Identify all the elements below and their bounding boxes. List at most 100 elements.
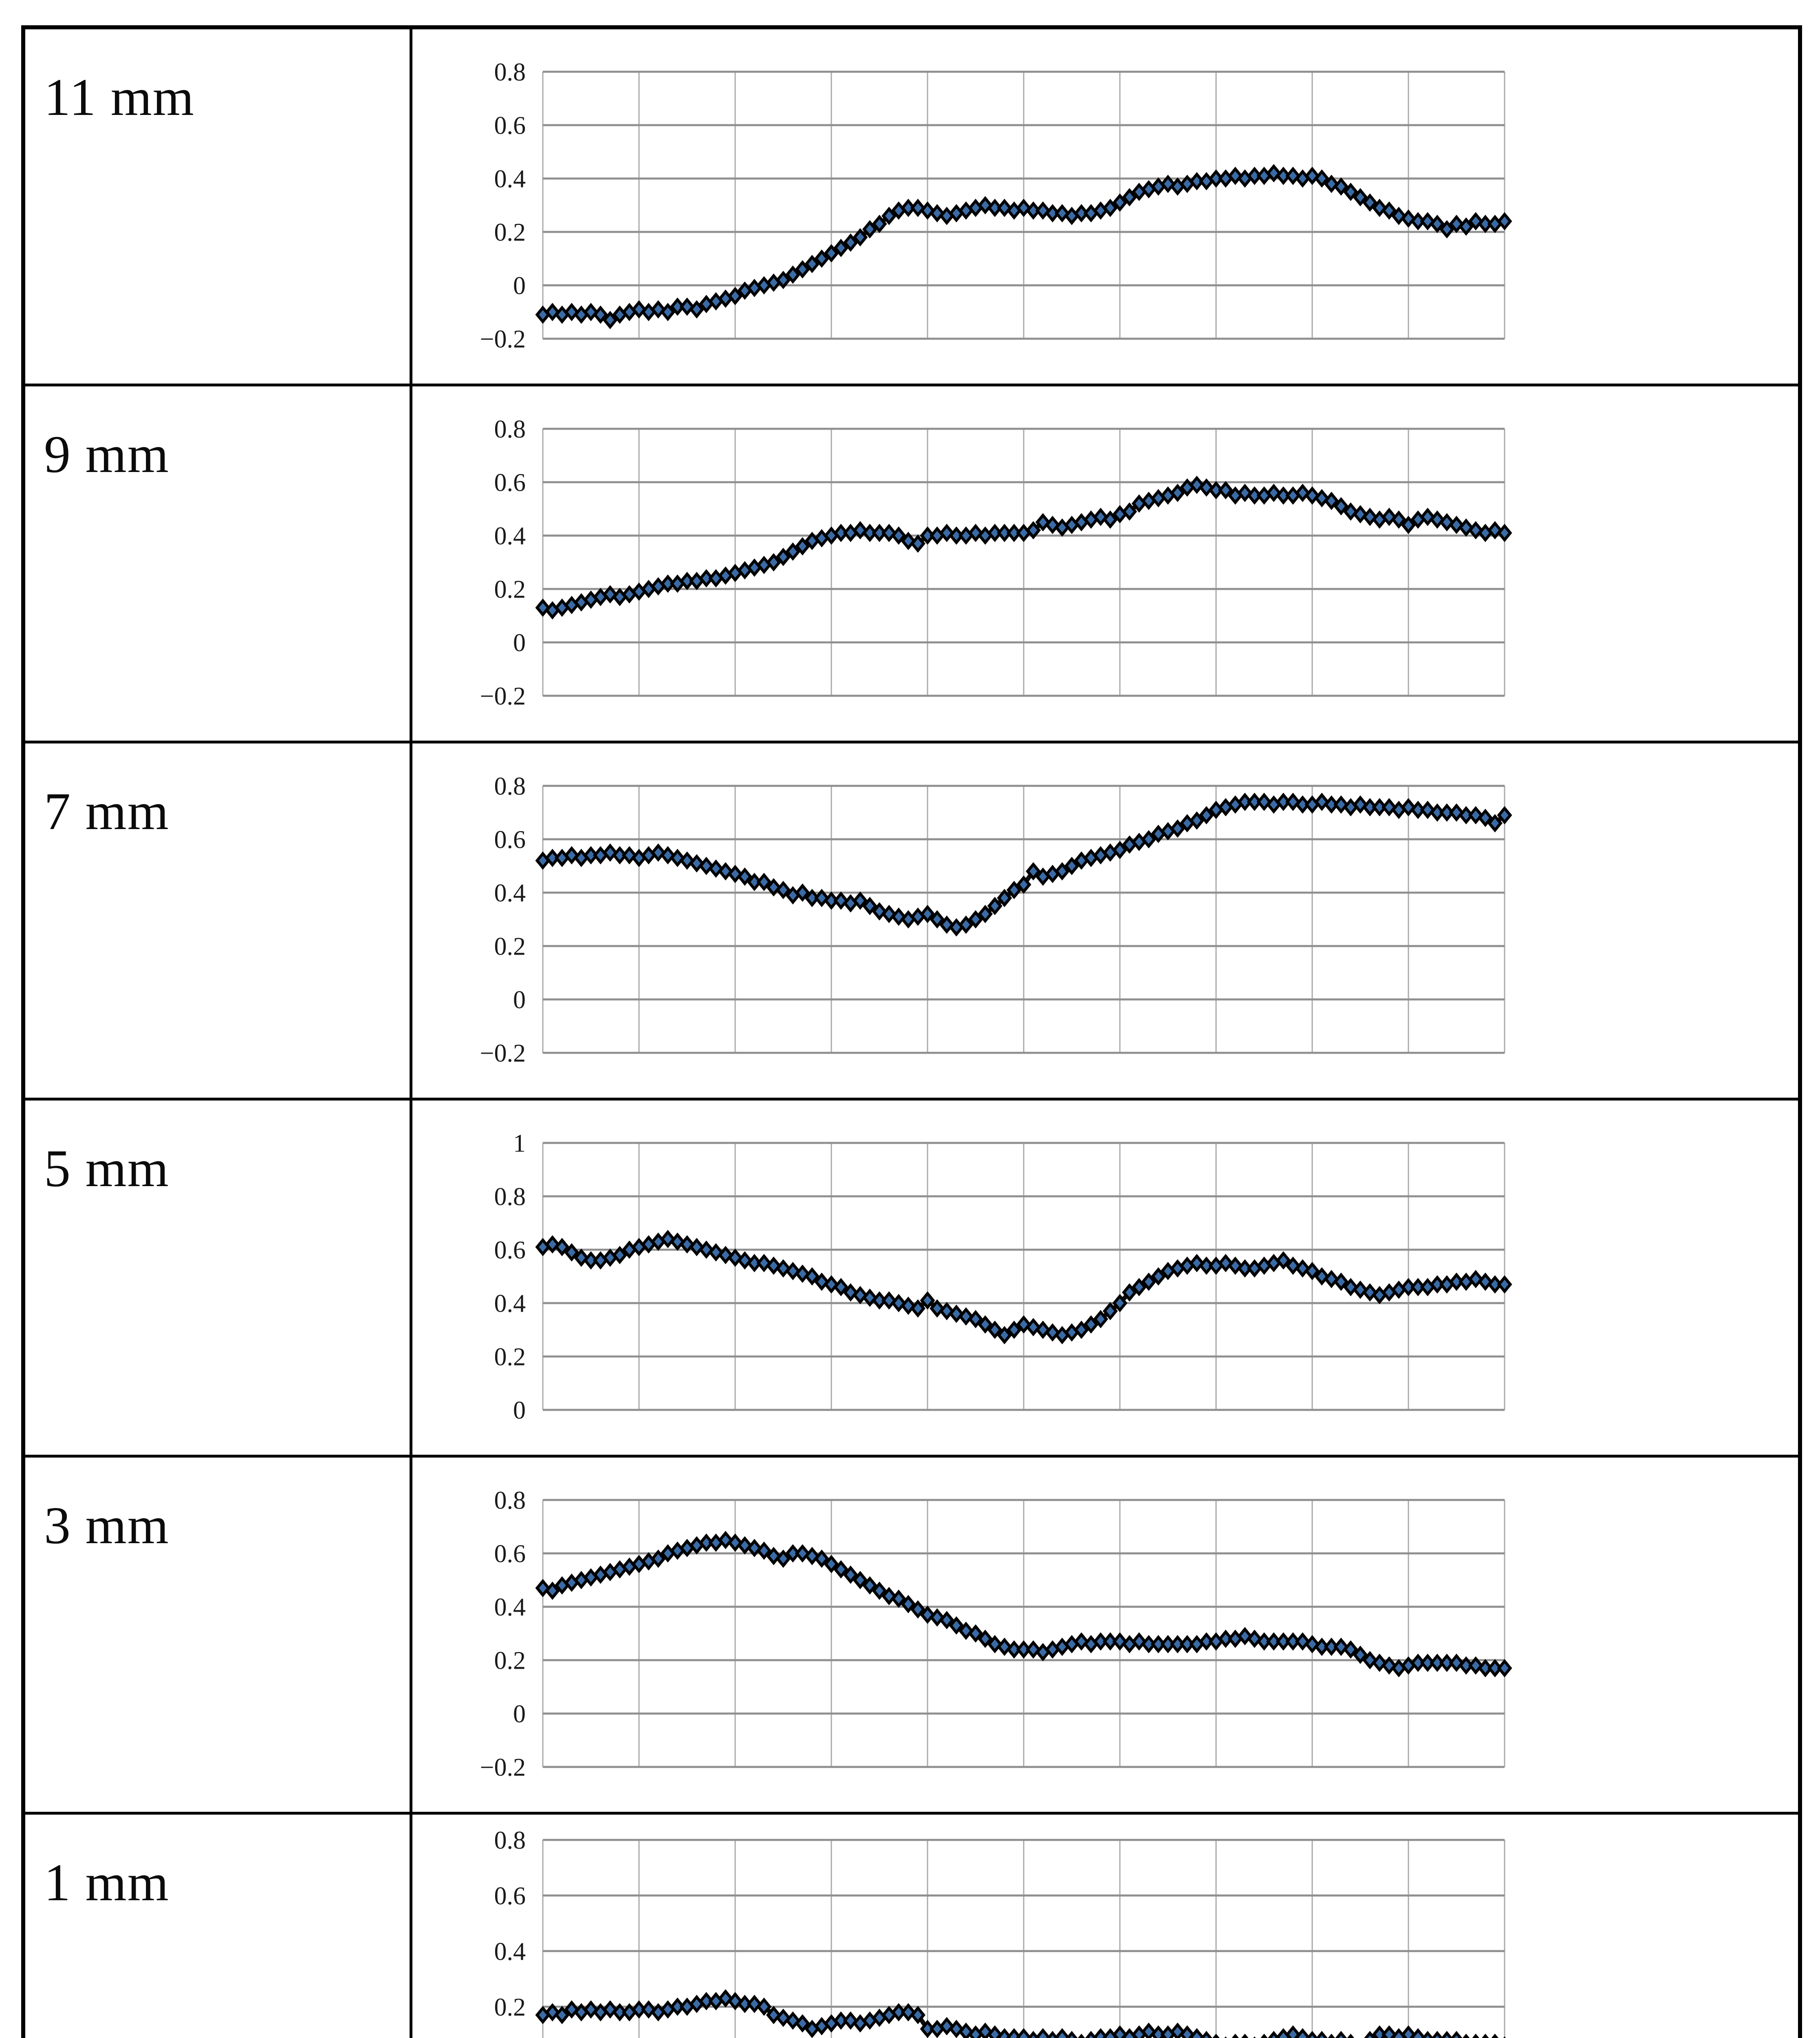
diamond-marker <box>1112 1294 1128 1312</box>
diamond-marker <box>1459 217 1474 236</box>
diamond-marker <box>1497 1659 1512 1678</box>
diamond-marker <box>1260 2034 1268 2038</box>
diamond-marker <box>650 1549 666 1568</box>
diamond-marker <box>1241 2034 1249 2038</box>
diamond-marker <box>1421 2031 1434 2038</box>
diamond-marker <box>910 534 925 553</box>
diamond-marker <box>872 523 887 542</box>
data-point-markers <box>535 1230 1512 1345</box>
diamond-marker <box>1450 2031 1463 2038</box>
diamond-marker <box>1285 1632 1301 1651</box>
diamond-marker <box>1459 1656 1474 1675</box>
y-tick-label: 0.2 <box>494 1343 526 1371</box>
diamond-marker <box>833 523 849 542</box>
data-point-markers <box>535 476 1512 620</box>
diamond-marker <box>1026 201 1041 220</box>
diamond-marker <box>612 846 628 865</box>
line-chart-5mm: 1 0.8 0.6 0.4 0.2 0 <box>494 1130 1512 1425</box>
diamond-marker <box>1497 806 1512 825</box>
y-tick-label: 0.2 <box>494 933 526 961</box>
diamond-marker <box>1077 2034 1085 2038</box>
diamond-marker <box>756 873 772 891</box>
diamond-marker <box>1083 1315 1099 1334</box>
diamond-marker <box>987 523 1003 542</box>
diamond-marker <box>1218 481 1234 500</box>
diamond-marker <box>1066 2031 1078 2038</box>
chart-cell: 1 0.8 0.6 0.4 0.2 0 <box>412 1101 1798 1458</box>
diamond-marker <box>1247 166 1262 185</box>
diamond-marker <box>545 1581 560 1600</box>
diamond-marker <box>1478 214 1493 233</box>
diamond-marker <box>930 910 945 929</box>
diamond-marker <box>1170 1635 1185 1654</box>
y-tick-label: 0 <box>513 1397 526 1425</box>
diamond-marker <box>1232 2034 1239 2038</box>
diamond-marker <box>1112 2025 1128 2038</box>
diamond-marker <box>920 904 935 923</box>
diamond-marker <box>1170 483 1185 502</box>
row-label-cell: 9 mm <box>25 386 412 743</box>
diamond-marker <box>1093 2028 1108 2038</box>
diamond-marker <box>920 1291 935 1310</box>
diamond-marker <box>1074 1320 1089 1339</box>
diamond-marker <box>1276 1632 1291 1651</box>
diamond-marker <box>872 1581 887 1600</box>
y-tick-label: 0 <box>513 986 526 1014</box>
diamond-marker <box>1314 1637 1330 1656</box>
diamond-marker <box>804 889 820 907</box>
y-tick-label: −0.2 <box>480 326 526 353</box>
diamond-marker <box>776 1549 791 1568</box>
diamond-marker <box>1102 1302 1118 1321</box>
diamond-marker <box>1420 1654 1435 1672</box>
diamond-marker <box>920 2020 935 2038</box>
diamond-marker <box>1016 2028 1031 2038</box>
y-tick-label: −0.2 <box>480 683 526 710</box>
diamond-marker <box>1179 1635 1195 1654</box>
diamond-marker <box>920 526 935 545</box>
diamond-marker <box>670 297 685 316</box>
diamond-marker <box>1237 792 1253 811</box>
diamond-marker <box>987 897 1003 915</box>
row-label-cell: 1 mm <box>25 1815 412 2038</box>
diamond-marker <box>1314 169 1330 188</box>
diamond-marker <box>1410 1654 1426 1672</box>
diamond-marker <box>804 1267 820 1286</box>
diamond-marker <box>1401 1278 1416 1297</box>
diamond-marker <box>891 2003 906 2022</box>
diamond-marker <box>1441 2031 1453 2038</box>
chart-cell: 0.8 0.6 0.4 0.2 0 −0.2 <box>412 743 1798 1101</box>
diamond-marker <box>612 2003 628 2022</box>
diamond-marker <box>1189 476 1205 494</box>
diamond-marker <box>1141 830 1157 849</box>
diamond-marker <box>958 915 974 934</box>
diamond-marker <box>1102 510 1118 529</box>
diamond-marker <box>1102 1632 1118 1651</box>
data-point-markers <box>535 164 1512 329</box>
diamond-marker <box>1026 521 1041 540</box>
diamond-marker <box>1316 2031 1328 2038</box>
diamond-marker <box>1449 1273 1464 1291</box>
diamond-marker <box>804 1547 820 1566</box>
y-tick-label: 0.8 <box>494 416 526 443</box>
row-label-cell: 7 mm <box>25 743 412 1101</box>
line-chart-9mm: 0.8 0.6 0.4 0.2 0 −0.2 <box>480 416 1512 710</box>
diamond-marker <box>631 2000 647 2019</box>
diamond-marker <box>1430 803 1445 822</box>
diamond-marker <box>1276 792 1291 811</box>
y-tick-label: 0 <box>513 1701 526 1728</box>
diamond-marker <box>1439 220 1454 238</box>
diamond-marker <box>862 523 877 542</box>
y-tick-label: 0.6 <box>494 1882 526 1910</box>
line-chart-3mm: 0.8 0.6 0.4 0.2 0 −0.2 <box>480 1487 1512 1782</box>
diamond-marker <box>564 1243 579 1262</box>
diamond-marker <box>862 220 877 238</box>
diamond-marker <box>949 526 964 545</box>
diamond-marker <box>968 1310 983 1328</box>
y-tick-label: 0.8 <box>494 1487 526 1515</box>
diamond-marker <box>1306 2031 1318 2038</box>
y-tick-label: 0.2 <box>494 576 526 604</box>
diamond-marker <box>997 523 1012 542</box>
diamond-marker <box>1335 2031 1347 2038</box>
diamond-marker <box>978 1630 993 1648</box>
diamond-marker <box>737 1994 753 2013</box>
